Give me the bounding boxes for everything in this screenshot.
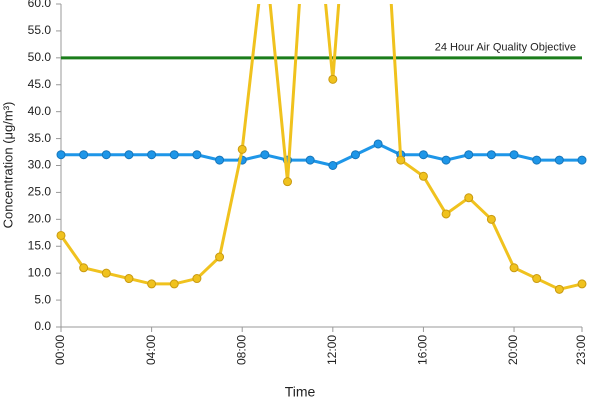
data-point	[56, 230, 66, 240]
data-point	[328, 74, 338, 84]
data-point	[577, 279, 587, 289]
data-point	[283, 177, 293, 187]
data-point	[464, 193, 474, 203]
data-point	[192, 150, 202, 160]
data-point	[192, 274, 202, 284]
y-tick-label: 50.0	[28, 50, 52, 64]
data-point	[328, 161, 338, 170]
plot-area	[56, 4, 587, 294]
data-point	[350, 150, 360, 160]
x-tick-label: 23:00	[574, 335, 588, 365]
data-point	[532, 155, 542, 165]
y-tick-label: 15.0	[28, 238, 52, 252]
data-point	[441, 209, 451, 219]
data-point	[396, 155, 406, 165]
y-axis-title: Concentration (μg/m³)	[0, 102, 15, 229]
y-tick-label: 55.0	[28, 23, 52, 37]
data-point	[124, 150, 134, 160]
reference-label: 24 Hour Air Quality Objective	[435, 42, 576, 54]
data-point	[147, 150, 157, 160]
data-point	[418, 171, 428, 181]
data-point	[237, 144, 247, 154]
y-tick-label: 25.0	[28, 185, 52, 199]
data-point	[577, 155, 587, 165]
x-tick-label: 16:00	[416, 335, 430, 365]
data-point	[101, 150, 111, 160]
data-point	[373, 139, 383, 149]
x-tick-label: 00:00	[53, 335, 67, 365]
data-point	[418, 150, 428, 160]
x-tick-label: 08:00	[234, 335, 248, 365]
data-point	[215, 155, 225, 165]
data-point	[554, 284, 564, 294]
y-tick-label: 0.0	[34, 319, 51, 333]
y-tick-label: 40.0	[28, 104, 52, 118]
data-point	[464, 150, 474, 160]
y-tick-label: 45.0	[28, 77, 52, 91]
y-tick-label: 30.0	[28, 158, 52, 172]
data-point	[486, 214, 496, 224]
x-axis-title: Time	[285, 384, 316, 400]
data-point	[169, 279, 179, 289]
data-point	[56, 150, 66, 160]
data-point	[169, 150, 179, 160]
x-tick-label: 12:00	[325, 335, 339, 365]
x-tick-label: 20:00	[506, 335, 520, 365]
data-point	[147, 279, 157, 289]
data-point	[124, 274, 134, 284]
data-point	[305, 155, 315, 165]
data-point	[215, 252, 225, 262]
data-point	[101, 268, 111, 278]
x-tick-label: 04:00	[144, 335, 158, 365]
data-point	[260, 150, 270, 160]
data-point	[554, 155, 564, 165]
y-tick-label: 10.0	[28, 265, 52, 279]
data-point	[509, 263, 519, 273]
series-line	[61, 142, 582, 168]
y-tick-label: 5.0	[34, 292, 51, 306]
y-tick-label: 60.0	[28, 0, 52, 10]
data-point	[79, 150, 89, 160]
data-point	[509, 150, 519, 160]
data-point	[532, 274, 542, 284]
data-point	[441, 155, 451, 165]
y-tick-label: 20.0	[28, 212, 52, 226]
data-point	[486, 150, 496, 160]
y-tick-label: 35.0	[28, 131, 52, 145]
data-point	[79, 263, 89, 273]
